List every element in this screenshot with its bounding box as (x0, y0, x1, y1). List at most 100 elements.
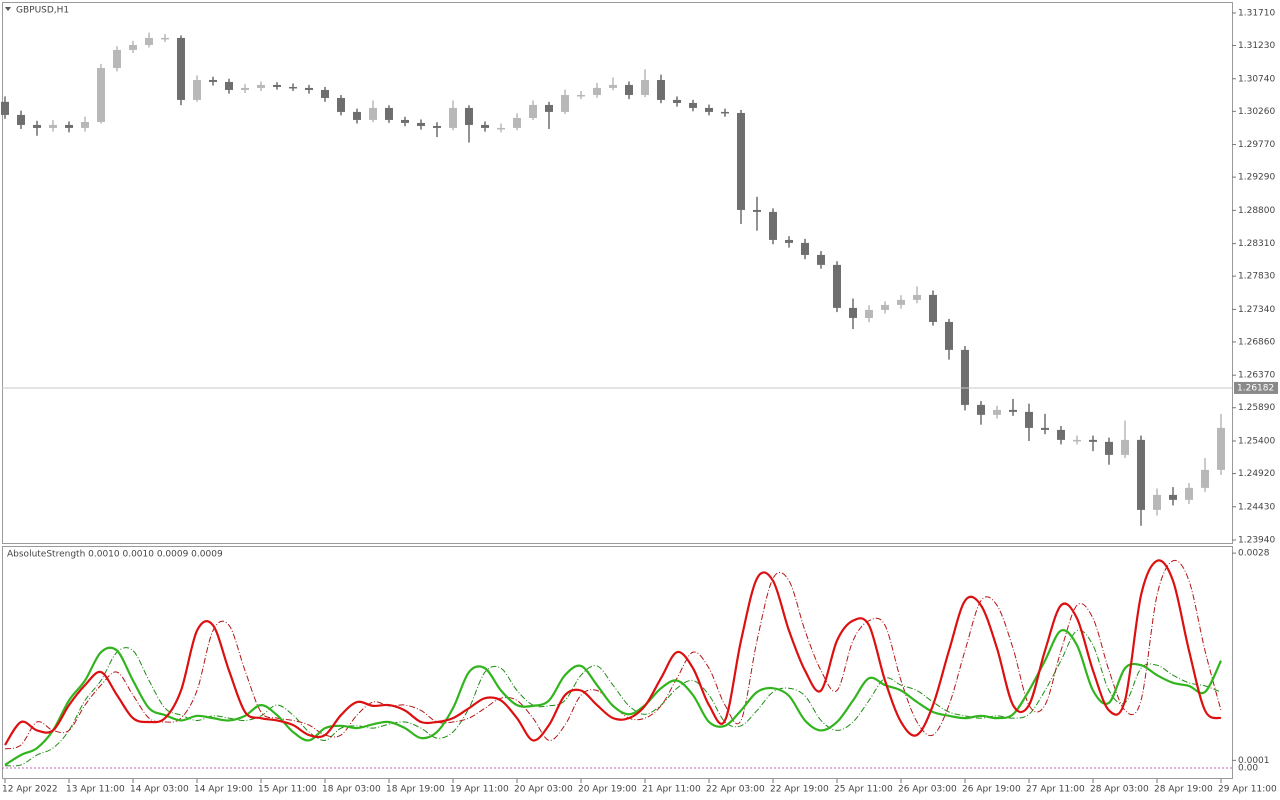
candle-body (81, 121, 89, 128)
indicator-title: AbsoluteStrength 0.0010 0.0010 0.0009 0.… (7, 550, 223, 560)
candle-body (401, 119, 409, 123)
candle-body (945, 321, 953, 350)
x-tick-label: 28 Apr 03:00 (1090, 785, 1149, 795)
candle-body (993, 409, 1001, 415)
candle-body (881, 304, 889, 310)
candle-body (1089, 439, 1097, 442)
y-tick-label: 1.30260 (1238, 107, 1275, 117)
candle-body (1121, 439, 1129, 455)
candle-body (1041, 427, 1049, 430)
candle-body (657, 79, 665, 100)
y-tick-label: 1.26860 (1238, 337, 1275, 347)
candle-body (785, 239, 793, 243)
y-tick-label: 1.27340 (1238, 305, 1275, 315)
candle-body (689, 102, 697, 108)
x-tick-label: 21 Apr 11:00 (642, 785, 701, 795)
candle-body (1105, 441, 1113, 455)
y-tick-label: 1.24920 (1238, 469, 1275, 479)
candle-body (241, 87, 249, 90)
x-tick-label: 20 Apr 19:00 (578, 785, 637, 795)
candle-body (225, 81, 233, 90)
y-tick-label: 1.29770 (1238, 140, 1275, 150)
candle-body (417, 122, 425, 126)
candle-body (193, 79, 201, 100)
candle-body (369, 107, 377, 120)
x-tick-label: 27 Apr 11:00 (1026, 785, 1085, 795)
candle-body (321, 89, 329, 98)
strength-line (4, 559, 1222, 746)
candle-body (113, 49, 121, 68)
last-price-label: 1.26182 (1237, 383, 1274, 393)
candle-body (97, 67, 105, 122)
y-tick-label: 1.24430 (1238, 502, 1275, 512)
candle-body (337, 97, 345, 112)
candle-body (1217, 427, 1225, 470)
candle-body (929, 294, 937, 322)
x-tick-label: 22 Apr 19:00 (770, 785, 829, 795)
candle-body (753, 209, 761, 212)
y-tick-label: 1.23940 (1238, 536, 1275, 546)
y-tick-label: 1.31230 (1238, 41, 1275, 51)
candle-body (465, 107, 473, 125)
y-tick-label: 1.30740 (1238, 74, 1275, 84)
chart-title: GBPUSD,H1 (16, 6, 69, 16)
candle-body (1185, 487, 1193, 500)
signal-line (4, 559, 1222, 750)
last-price-box (1234, 381, 1278, 394)
x-tick-label: 18 Apr 19:00 (386, 785, 445, 795)
candle-body (1073, 439, 1081, 442)
candle-body (577, 94, 585, 97)
candle-body (737, 112, 745, 210)
x-tick-label: 20 Apr 03:00 (514, 785, 573, 795)
x-tick-label: 13 Apr 11:00 (66, 785, 125, 795)
candle-body (817, 254, 825, 265)
y-tick-label: 1.29290 (1238, 173, 1275, 183)
candle-body (913, 294, 921, 300)
candle-body (289, 86, 297, 89)
candle-body (33, 124, 41, 128)
candle-body (257, 84, 265, 88)
candle-body (145, 37, 153, 45)
candle-body (513, 117, 521, 128)
candle-body (497, 127, 505, 130)
candle-body (449, 107, 457, 128)
candle-body (1, 101, 9, 115)
y-tick-label: 1.28310 (1238, 239, 1275, 249)
candle-body (161, 37, 169, 40)
x-tick-label: 26 Apr 03:00 (898, 785, 957, 795)
x-tick-label: 26 Apr 19:00 (962, 785, 1021, 795)
candle-body (849, 307, 857, 318)
candle-body (625, 84, 633, 95)
candle-body (977, 404, 985, 415)
price-panel-frame (2, 2, 1233, 544)
candle-body (641, 79, 649, 95)
x-tick-label: 25 Apr 11:00 (834, 785, 893, 795)
candle-body (1153, 494, 1161, 510)
x-tick-label: 19 Apr 11:00 (450, 785, 509, 795)
x-tick-label: 28 Apr 19:00 (1154, 785, 1213, 795)
candle-body (705, 107, 713, 112)
y-tick-label: 0.0001 (1238, 756, 1270, 766)
candle-body (209, 79, 217, 82)
candle-body (593, 87, 601, 95)
candle-body (433, 125, 441, 128)
candle-body (305, 87, 313, 90)
candle-body (1201, 469, 1209, 488)
candle-body (561, 94, 569, 112)
candle-body (961, 349, 969, 405)
candle-body (673, 99, 681, 103)
x-tick-label: 12 Apr 2022 (2, 785, 58, 795)
menu-triangle[interactable] (5, 7, 11, 11)
candle-body (129, 44, 137, 50)
x-tick-label: 22 Apr 03:00 (706, 785, 765, 795)
candle-body (545, 104, 553, 112)
candle-body (769, 211, 777, 240)
candle-body (721, 111, 729, 114)
candle-body (49, 124, 57, 128)
x-tick-label: 14 Apr 19:00 (194, 785, 253, 795)
candle-body (273, 84, 281, 87)
candle-body (1009, 409, 1017, 412)
y-tick-label: 1.26370 (1238, 371, 1275, 381)
x-tick-label: 29 Apr 11:00 (1218, 785, 1277, 795)
